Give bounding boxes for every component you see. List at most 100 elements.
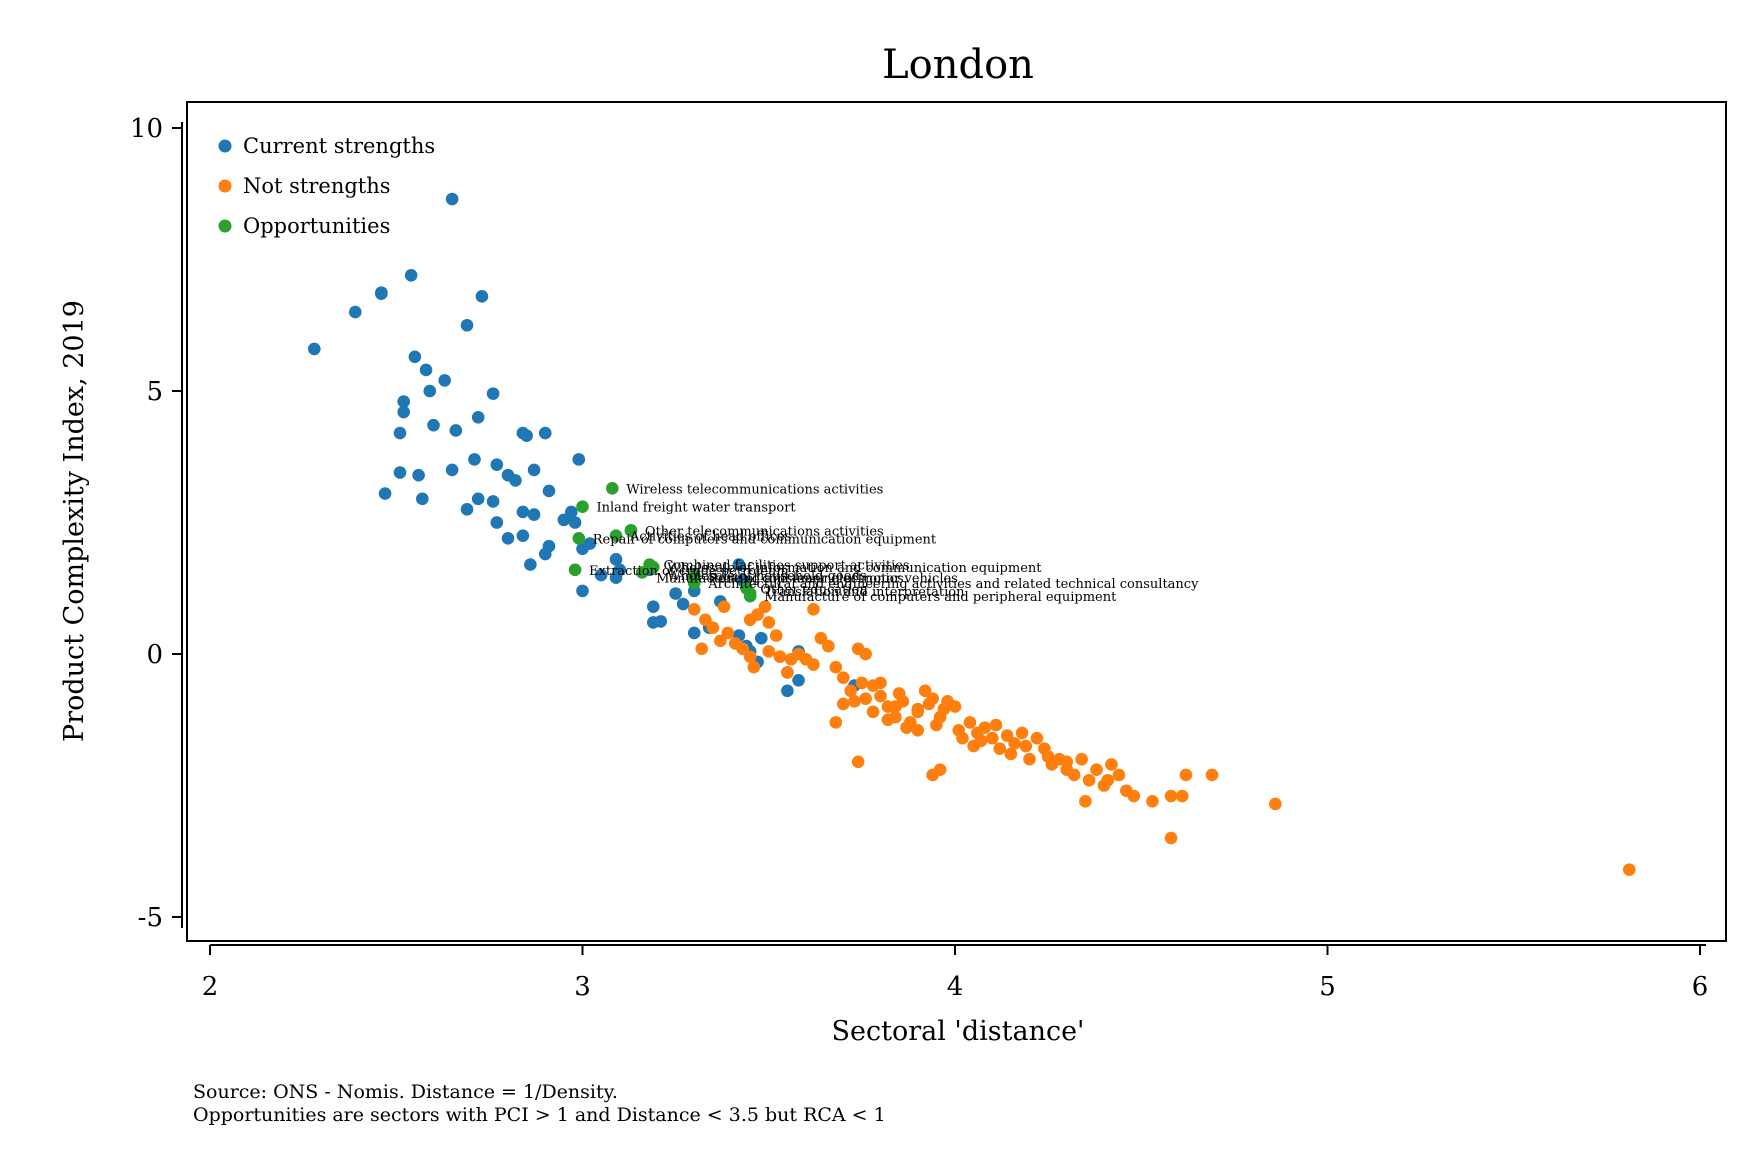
data-point xyxy=(1041,750,1055,763)
data-point xyxy=(416,492,429,506)
point-label: Extraction of crude petroleum xyxy=(589,564,789,579)
data-point xyxy=(669,587,682,600)
data-point xyxy=(609,553,623,566)
data-point xyxy=(751,608,764,621)
data-point xyxy=(1090,763,1103,777)
data-point xyxy=(989,718,1003,732)
point-label: Manufacture of consumer electronics xyxy=(656,572,904,587)
data-point xyxy=(743,650,757,663)
data-point xyxy=(933,763,947,777)
data-point xyxy=(829,660,843,674)
data-point xyxy=(814,631,828,645)
data-point xyxy=(516,529,530,542)
legend-marker xyxy=(218,179,232,193)
data-point xyxy=(568,563,582,577)
data-point xyxy=(475,290,489,303)
data-point xyxy=(1023,752,1036,766)
legend-marker xyxy=(218,219,232,233)
data-point xyxy=(781,684,794,698)
data-point xyxy=(583,537,597,550)
data-point xyxy=(881,713,895,727)
data-point xyxy=(594,568,608,582)
data-point xyxy=(606,482,619,495)
point-label: Wholesale of household goods xyxy=(667,569,866,584)
data-point xyxy=(471,492,485,506)
data-point xyxy=(687,626,701,640)
data-point xyxy=(1622,863,1636,876)
point-label: Manufacture of computers and peripheral … xyxy=(764,590,1117,605)
data-point xyxy=(922,697,936,711)
data-point xyxy=(509,474,522,487)
data-point xyxy=(714,634,727,648)
data-point xyxy=(538,547,552,561)
data-point xyxy=(572,531,586,545)
data-point xyxy=(542,484,556,498)
data-point xyxy=(1164,831,1178,845)
data-point xyxy=(963,716,977,729)
data-point xyxy=(736,642,749,656)
data-point xyxy=(471,411,485,424)
data-point xyxy=(874,689,887,703)
data-point xyxy=(468,453,481,466)
data-point xyxy=(1015,726,1029,740)
legend-label: Current strengths xyxy=(243,134,435,158)
data-point xyxy=(419,363,433,377)
x-tick-label: 5 xyxy=(1319,972,1336,1002)
data-point xyxy=(900,721,913,734)
data-point xyxy=(654,615,668,628)
data-points xyxy=(308,192,1636,876)
data-point xyxy=(836,697,850,711)
data-point xyxy=(762,645,776,658)
data-point xyxy=(527,463,541,477)
data-point xyxy=(844,684,857,698)
data-point xyxy=(822,639,835,653)
data-point xyxy=(516,505,530,519)
data-point xyxy=(859,647,872,661)
data-point xyxy=(501,531,515,545)
data-point xyxy=(1164,789,1178,803)
data-point xyxy=(792,674,805,687)
plot-area xyxy=(186,101,1727,942)
data-point xyxy=(576,584,589,598)
data-point xyxy=(855,676,869,690)
legend-label: Not strengths xyxy=(243,174,391,198)
source-note: Source: ONS - Nomis. Distance = 1/Densit… xyxy=(193,1081,618,1103)
data-point xyxy=(743,589,757,603)
data-point xyxy=(1008,737,1021,750)
data-point xyxy=(747,660,761,674)
data-point xyxy=(784,652,798,666)
data-point xyxy=(1127,789,1141,803)
data-point xyxy=(438,374,451,387)
data-point xyxy=(393,426,407,440)
data-point xyxy=(866,705,880,719)
y-axis-title: Product Complexity Index, 2019 xyxy=(59,300,90,742)
data-point xyxy=(449,424,463,437)
data-point xyxy=(758,600,772,613)
data-point xyxy=(557,513,571,527)
data-point xyxy=(911,723,925,737)
data-point xyxy=(397,405,411,419)
data-point xyxy=(769,629,783,642)
x-tick-label: 3 xyxy=(574,972,591,1002)
x-tick-label: 4 xyxy=(947,972,964,1002)
x-axis-ticks: 2 3 4 5 6 xyxy=(202,945,1708,1002)
data-point xyxy=(699,613,712,627)
y-axis-ticks: -5 0 5 10 xyxy=(130,114,182,933)
data-point xyxy=(1105,758,1118,771)
data-point xyxy=(460,318,474,332)
data-point xyxy=(375,287,388,300)
data-point xyxy=(978,721,992,734)
data-point xyxy=(851,755,865,769)
opportunities-note: Opportunities are sectors with PCI > 1 a… xyxy=(193,1104,886,1126)
data-point xyxy=(646,560,660,574)
data-point xyxy=(773,650,787,663)
data-point xyxy=(1060,755,1074,769)
data-point xyxy=(408,350,422,364)
data-point xyxy=(836,671,850,684)
data-point xyxy=(646,600,660,613)
data-point xyxy=(445,192,459,206)
data-point xyxy=(1079,794,1092,808)
data-point xyxy=(687,576,701,590)
legend: Current strengths Not strengths Opportunit… xyxy=(218,134,435,238)
